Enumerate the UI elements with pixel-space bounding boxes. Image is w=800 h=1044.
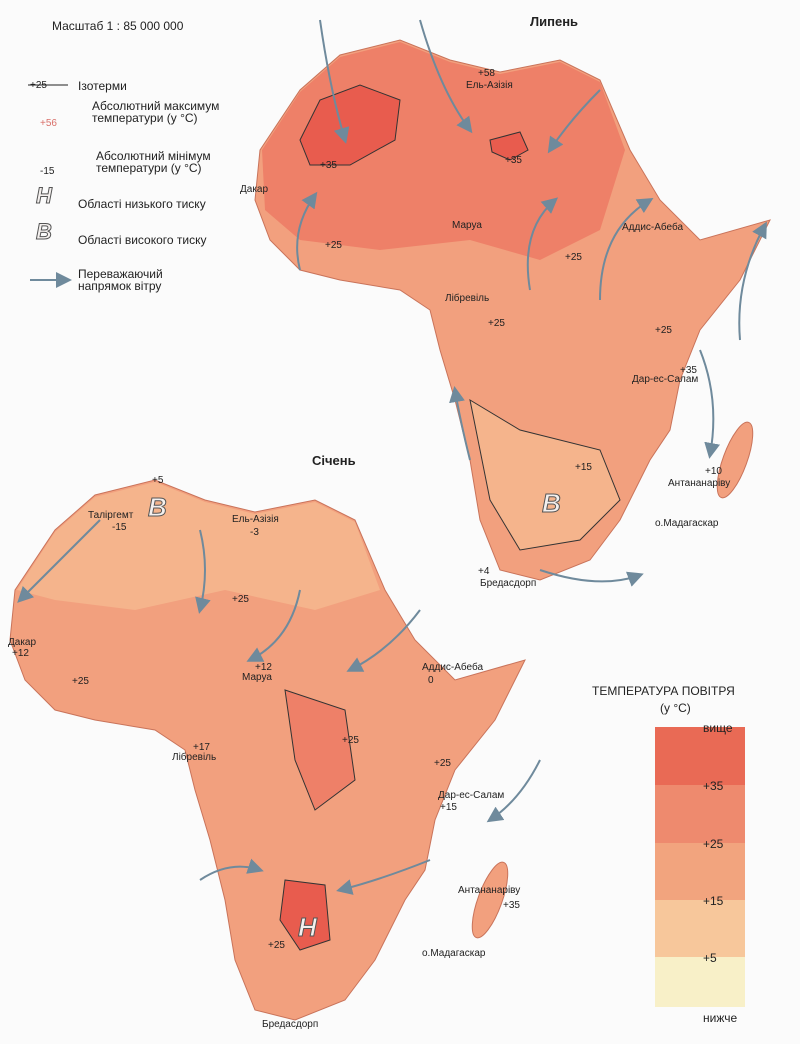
- map-label: Аддис-Абеба: [422, 662, 484, 673]
- map-title: Липень: [530, 14, 579, 29]
- cool-zone: [469, 398, 621, 551]
- scale-unit: (у °C): [660, 701, 691, 715]
- map-label: +35: [503, 900, 520, 911]
- scale-label: вище: [703, 721, 733, 735]
- map-label: +15: [440, 802, 457, 813]
- map-label: Антананаріву: [668, 478, 731, 489]
- map-label: +25: [72, 676, 89, 687]
- map-label: Ель-Азізія: [232, 514, 279, 525]
- scale: Масштаб 1 : 85 000 000: [52, 19, 184, 33]
- map-label: +25: [342, 735, 359, 746]
- legend-label: Переважаючий напрямок вітру: [78, 267, 163, 293]
- legend-symbol: -15: [40, 166, 55, 177]
- map-label: Дар-ес-Салам: [438, 790, 505, 801]
- legend-symbol: B: [36, 219, 53, 244]
- scale-label: +15: [703, 894, 724, 908]
- pressure-label: B: [148, 492, 168, 522]
- january-map: [9, 479, 526, 1021]
- map-label: +15: [575, 462, 592, 473]
- max-zone: [299, 84, 401, 166]
- map-label: +4: [478, 566, 490, 577]
- pressure-label: B: [542, 488, 562, 518]
- legend-label: Абсолютний максимум температури (у °C): [92, 99, 220, 125]
- map-label: о.Мадагаскар: [655, 518, 719, 529]
- map-label: +10: [705, 466, 722, 477]
- map-label: Бредасдорп: [262, 1019, 319, 1030]
- legend-label: Ізотерми: [78, 79, 127, 93]
- temperature-scale: [655, 727, 745, 1007]
- map-label: Маруа: [242, 672, 272, 683]
- scale-title: ТЕМПЕРАТУРА ПОВІТРЯ: [592, 684, 735, 698]
- legend-symbol: +25: [30, 80, 47, 91]
- map-title: Січень: [312, 453, 356, 468]
- legend-symbol: H: [36, 183, 53, 208]
- legend-label: Області високого тиску: [78, 233, 207, 247]
- map-label: 0: [428, 675, 434, 686]
- pressure-label: H: [298, 912, 318, 942]
- legend-label: Області низького тиску: [78, 197, 206, 211]
- map-label: Лібревіль: [172, 752, 217, 763]
- map-label: +12: [12, 648, 29, 659]
- map-label: +58: [478, 68, 495, 79]
- map-label: +25: [488, 318, 505, 329]
- map-label: Дар-ес-Салам: [632, 374, 699, 385]
- scale-label: +5: [703, 951, 717, 965]
- map-label: +25: [232, 594, 249, 605]
- map-label: Таліргемт: [88, 510, 134, 521]
- map-label: Бредасдорп: [480, 578, 537, 589]
- low-zone: [279, 879, 331, 951]
- map-label: +35: [680, 365, 697, 376]
- map-label: +12: [255, 662, 272, 673]
- max-zone: [489, 131, 529, 161]
- map-label: +25: [565, 252, 582, 263]
- map-label: +5: [152, 475, 164, 486]
- map-label: Антананаріву: [458, 885, 521, 896]
- hot-zone: [284, 689, 356, 811]
- july-map: [254, 39, 771, 581]
- map-label: +35: [505, 155, 522, 166]
- map-label: -15: [112, 522, 127, 533]
- map-label: -3: [250, 527, 259, 538]
- scale-label: нижче: [703, 1011, 738, 1025]
- map-label: +25: [325, 240, 342, 251]
- map-label: Аддис-Абеба: [622, 222, 684, 233]
- map-label: Дакар: [8, 637, 37, 648]
- legend-label: Абсолютний мінімум температури (у °C): [96, 149, 211, 175]
- map-label: +17: [193, 742, 210, 753]
- map-label: Лібревіль: [445, 293, 490, 304]
- scale-label: +25: [703, 837, 724, 851]
- scale-label: +35: [703, 779, 724, 793]
- map-label: Маруа: [452, 220, 482, 231]
- map-label: Дакар: [240, 184, 269, 195]
- map-label: о.Мадагаскар: [422, 948, 486, 959]
- wind-arrows: [17, 19, 767, 895]
- cool-zone: [17, 482, 380, 610]
- map-label: +25: [268, 940, 285, 951]
- map-label: +25: [655, 325, 672, 336]
- map-label: +35: [320, 160, 337, 171]
- map-label: Ель-Азізія: [466, 80, 513, 91]
- legend-symbol: +56: [40, 118, 57, 129]
- map-label: +25: [434, 758, 451, 769]
